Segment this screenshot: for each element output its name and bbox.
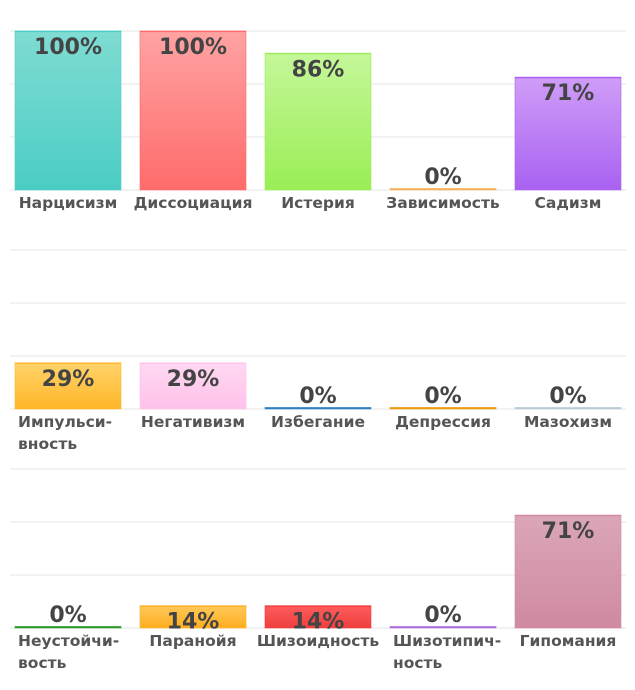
bars-layer — [14, 30, 622, 629]
bar — [14, 362, 122, 410]
category-label-line: ность — [393, 654, 443, 672]
category-label-line: Депрессия — [395, 413, 491, 431]
category-label-line: вость — [18, 654, 67, 672]
category-label-line: Истерия — [281, 194, 355, 212]
category-label-line: Мазохизм — [524, 413, 612, 431]
category-label: Гипомания — [520, 632, 617, 650]
category-label-line: Зависимость — [386, 194, 500, 212]
category-label-line: Нарцисизм — [19, 194, 118, 212]
data-label: 0% — [549, 384, 586, 409]
data-label: 71% — [542, 81, 595, 106]
data-label: 14% — [292, 610, 345, 635]
category-label-line: Гипомания — [520, 632, 617, 650]
bar — [14, 30, 122, 191]
category-label: Зависимость — [386, 194, 500, 212]
category-label-line: Шизоидность — [257, 632, 380, 650]
data-label: 0% — [424, 603, 461, 628]
category-label: Паранойя — [149, 632, 236, 650]
category-label-line: Негативизм — [141, 413, 245, 431]
category-label: Истерия — [281, 194, 355, 212]
bar — [514, 514, 622, 629]
category-label-line: Паранойя — [149, 632, 236, 650]
bar — [264, 52, 372, 191]
labels-layer: 100% Нарцисизм 100% Диссоциация 86% Истерия 0%… — [18, 35, 616, 672]
category-label: Негативизм — [141, 413, 245, 431]
bar — [139, 30, 247, 191]
category-label: Мазохизм — [524, 413, 612, 431]
data-label: 0% — [49, 603, 86, 628]
category-label-line: Неустойчи- — [18, 632, 119, 650]
category-label: Диссоциация — [134, 194, 253, 212]
category-label: Депрессия — [395, 413, 491, 431]
category-label-line: Избегание — [271, 413, 365, 431]
category-label-line: Импульси- — [18, 413, 112, 431]
category-label: Неустойчи-вость — [18, 632, 119, 672]
category-label: Шизотипич-ность — [393, 632, 501, 672]
data-label: 0% — [424, 384, 461, 409]
bar — [514, 76, 622, 191]
category-label: Шизоидность — [257, 632, 380, 650]
category-label-line: Садизм — [535, 194, 602, 212]
bar — [139, 362, 247, 410]
data-label: 71% — [542, 519, 595, 544]
category-label-line: Диссоциация — [134, 194, 253, 212]
data-label: 14% — [167, 610, 220, 635]
data-label: 29% — [167, 367, 220, 392]
data-label: 0% — [299, 384, 336, 409]
data-label: 100% — [159, 35, 227, 60]
data-label: 0% — [424, 165, 461, 190]
data-label: 86% — [292, 57, 345, 82]
category-label-line: Шизотипич- — [393, 632, 501, 650]
category-label: Избегание — [271, 413, 365, 431]
category-label: Садизм — [535, 194, 602, 212]
data-label: 100% — [34, 35, 102, 60]
category-label: Импульси-вность — [18, 413, 112, 453]
data-label: 29% — [42, 367, 95, 392]
category-label-line: вность — [18, 435, 77, 453]
category-label: Нарцисизм — [19, 194, 118, 212]
